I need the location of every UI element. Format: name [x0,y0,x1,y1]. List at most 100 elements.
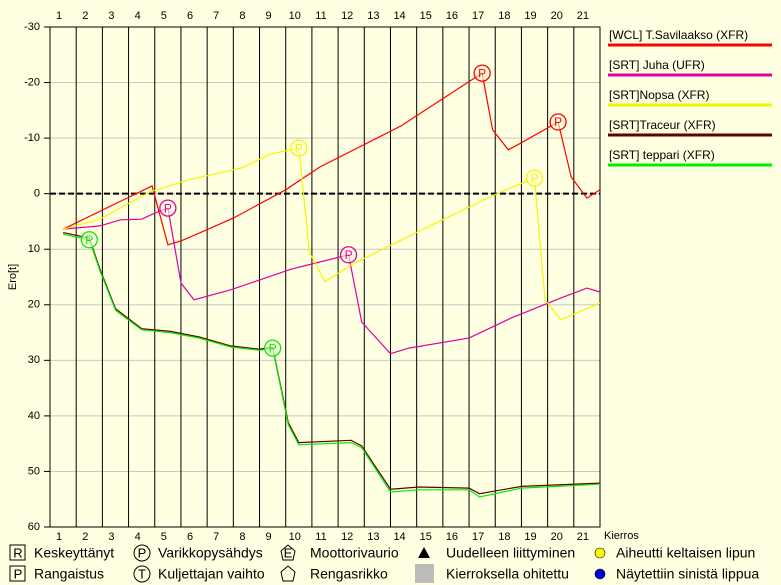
x-tick-label-top: 12 [341,10,353,22]
x-tick-label: 16 [446,531,458,543]
pit-label: P [85,233,93,247]
key-label: Uudelleen liittyminen [446,545,575,561]
key-symbol [415,564,434,583]
pit-label: P [164,201,172,215]
x-tick-label-top: 19 [524,10,536,22]
x-tick-label-top: 18 [498,10,510,22]
key-symbol [280,544,296,561]
x-tick-label-top: 10 [289,10,301,22]
x-tick-label-top: 4 [135,10,141,22]
x-tick-label: 8 [239,531,245,543]
key-item: Kierroksella ohitettu [415,564,569,583]
x-tick-label-top: 17 [472,10,484,22]
key-symbol-letter: T [138,566,146,581]
key-label: Rengasrikko [310,566,388,582]
x-tick-label: 3 [108,531,114,543]
legend-label: [SRT] teppari (XFR) [609,148,715,162]
pit-marker [525,169,544,187]
x-tick-label: 7 [213,531,219,543]
key-item: P Rangaistus [9,565,104,582]
series-line [63,207,601,355]
pit-label: P [269,341,277,355]
x-tick-label-top: 15 [420,10,432,22]
y-tick-label: 0 [34,188,40,200]
plot-border [49,26,601,528]
legend-label: [WCL] T.Savilaakso (XFR) [609,28,748,42]
key-label: Rangaistus [34,566,104,582]
y-tick-label: 10 [28,243,40,255]
x-tick-label: 5 [161,531,167,543]
x-tick-label: 11 [315,531,326,543]
x-tick-label: 15 [420,531,432,543]
key-symbol [9,544,26,561]
key-symbol-letter: P [14,566,23,581]
pit-marker [549,113,567,131]
key-label: Kuljettajan vaihto [158,566,265,582]
x-tick-label-top: 2 [82,10,88,22]
key-label: Kierroksella ohitettu [446,566,569,582]
x-tick-label: 17 [472,531,484,543]
legend-label: [SRT]Nopsa (XFR) [609,88,709,102]
pit-label: P [295,141,303,155]
x-tick-label: 9 [266,531,272,543]
key-label: Näytettiin sinistä lippua [616,566,759,582]
pit-label: P [531,171,539,185]
key-label: Varikkopysähdys [158,545,263,561]
y-tick-label: -20 [24,76,40,88]
pit-label: P [478,66,486,80]
key-symbol [280,565,296,582]
key-item: Näytettiin sinistä lippua [594,566,759,582]
y-axis-label: Ero[t] [7,264,19,290]
x-tick-label-top: 3 [108,10,114,22]
pit-marker [473,64,491,82]
key-symbol [418,547,430,558]
x-tick-label-top: 14 [393,10,405,22]
key-label: Keskeyttänyt [34,545,114,561]
series-line [62,147,601,321]
key-item: P Varikkopysähdys [133,544,263,562]
x-tick-label: 10 [289,531,301,543]
series-line [62,72,601,246]
pit-marker [339,246,358,264]
x-tick-label-top: 8 [239,10,245,22]
key-item: Rengasrikko [280,565,388,582]
legend-label: [SRT] Juha (UFR) [609,58,705,72]
pit-marker [263,339,282,357]
x-tick-label: 12 [341,531,353,543]
series-line [62,233,601,498]
y-tick-label: 20 [28,299,40,311]
key-item: R Keskeyttänyt [9,544,114,561]
key-label: Aiheutti keltaisen lipun [616,545,755,561]
key-symbol [133,565,151,583]
key-item: Uudelleen liittyminen [418,545,575,561]
y-tick-label: 40 [28,410,40,422]
legend-label: [SRT]Traceur (XFR) [609,118,716,132]
y-tick-label: 30 [28,354,40,366]
x-tick-label-top: 16 [446,10,458,22]
x-tick-label-top: 13 [367,10,379,22]
x-tick-label: 14 [393,531,405,543]
y-tick-label: -30 [24,21,40,33]
y-tick-label: 60 [28,521,40,533]
x-tick-label-top: 21 [577,10,589,22]
pit-marker [80,231,98,249]
key-symbol-letter: P [138,545,147,560]
key-symbol-letter: E [284,545,293,560]
key-item: Aiheutti keltaisen lipun [594,545,755,561]
key-symbol [594,568,606,580]
key-symbol-letter: R [13,545,22,560]
x-tick-label: 13 [367,531,379,543]
key-symbol [133,544,151,562]
x-tick-label: 18 [498,531,510,543]
x-tick-label: 6 [187,531,193,543]
x-tick-label-top: 5 [161,10,167,22]
key-symbol [594,547,606,559]
x-tick-label: 21 [577,531,589,543]
x-tick-label-top: 7 [213,10,219,22]
x-tick-label: 1 [56,531,62,543]
x-tick-label: 4 [135,531,141,543]
x-axis-label: Kierros [604,530,639,542]
x-tick-label-top: 11 [315,10,326,22]
key-label: Moottorivaurio [310,545,399,561]
